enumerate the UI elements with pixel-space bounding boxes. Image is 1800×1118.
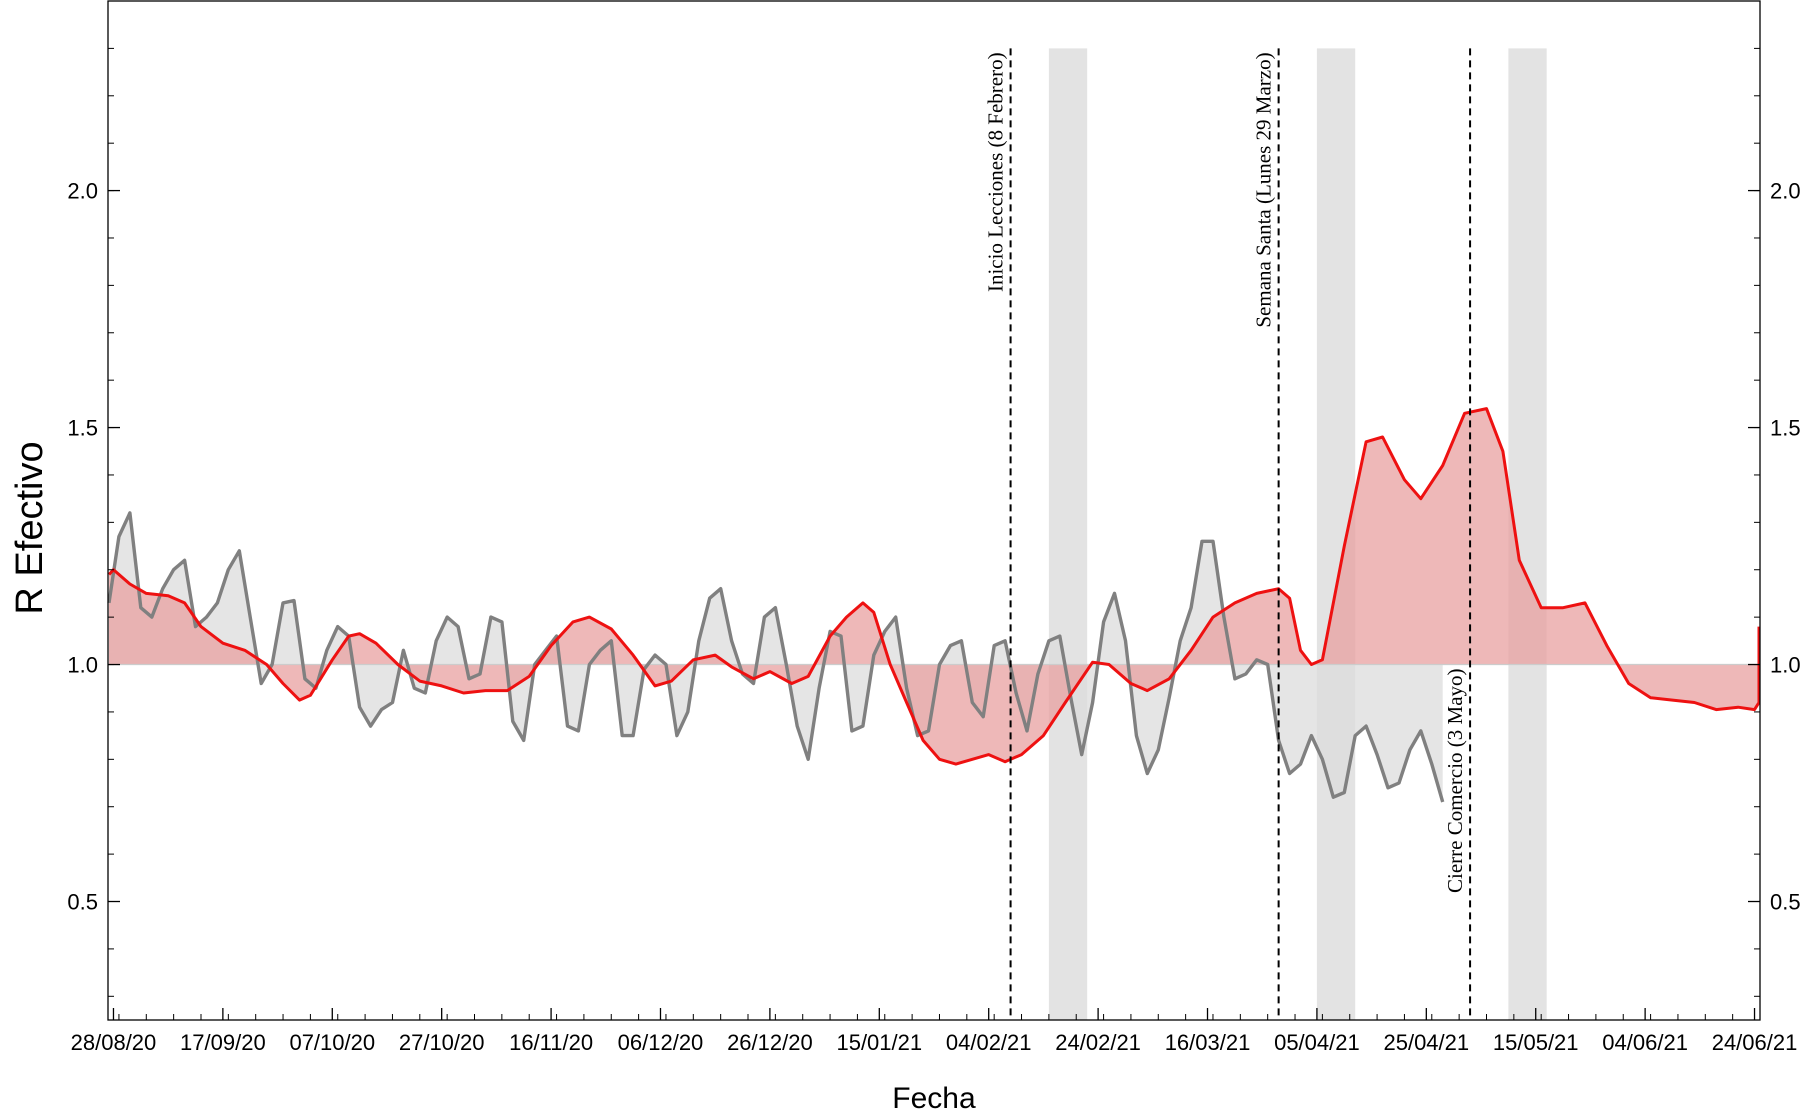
smoothed-series: [107, 407, 1761, 766]
area-fills: [109, 408, 1759, 802]
x-tick-label-5: 06/12/20: [618, 1030, 704, 1055]
y-tick-label-right-3: 2.0: [1770, 179, 1800, 204]
x-tick-label-13: 15/05/21: [1493, 1030, 1579, 1055]
smoothed-area-fill: [109, 408, 1759, 765]
y-tick-label-left-0: 0.5: [67, 890, 98, 915]
x-tick-label-11: 05/04/21: [1274, 1030, 1360, 1055]
x-axis-ticks: 28/08/20 17/09/20 07/10/20 27/10/20 16/11/20…: [71, 1008, 1798, 1055]
event-label-2: Cierre Comercio (3 Mayo): [1443, 668, 1467, 893]
x-tick-label-10: 16/03/21: [1165, 1030, 1251, 1055]
plot-frame: [107, 0, 1761, 1021]
event-label-0: Inicio Lecciones (8 Febrero): [984, 52, 1008, 292]
x-tick-label-3: 27/10/20: [399, 1030, 485, 1055]
shaded-period-0: [1048, 48, 1088, 1021]
y-tick-label-left-3: 2.0: [67, 179, 98, 204]
x-axis-title: Fecha: [892, 1082, 976, 1115]
y-axis-ticks: 0.5 0.5 1.0 1.0 1.5 1.5 2.0 2.0: [67, 47, 1800, 997]
x-tick-label-1: 17/09/20: [180, 1030, 266, 1055]
event-label-1: Semana Santa (Lunes 29 Marzo): [1252, 52, 1276, 327]
x-tick-label-7: 15/01/21: [836, 1030, 922, 1055]
smoothed-line: [107, 407, 1761, 766]
x-tick-label-8: 04/02/21: [946, 1030, 1032, 1055]
daily-line: [107, 511, 1445, 803]
x-tick-label-9: 24/02/21: [1055, 1030, 1141, 1055]
x-tick-label-4: 16/11/20: [509, 1030, 593, 1055]
y-tick-label-right-2: 1.5: [1770, 416, 1800, 441]
x-tick-label-14: 04/06/21: [1602, 1030, 1688, 1055]
y-tick-label-right-1: 1.0: [1770, 653, 1800, 678]
x-tick-label-15: 24/06/21: [1712, 1030, 1798, 1055]
y-tick-label-right-0: 0.5: [1770, 890, 1800, 915]
x-tick-label-2: 07/10/20: [289, 1030, 375, 1055]
x-tick-label-6: 26/12/20: [727, 1030, 813, 1055]
y-tick-label-left-1: 1.0: [67, 653, 98, 678]
event-markers: Inicio Lecciones (8 Febrero) Semana Santa…: [984, 48, 1472, 1020]
y-tick-label-left-2: 1.5: [67, 416, 98, 441]
y-axis-title: R Efectivo: [9, 441, 51, 614]
x-tick-label-12: 25/04/21: [1383, 1030, 1469, 1055]
daily-area-fill: [109, 512, 1443, 802]
daily-series: [107, 511, 1445, 803]
x-tick-label-0: 28/08/20: [71, 1030, 157, 1055]
